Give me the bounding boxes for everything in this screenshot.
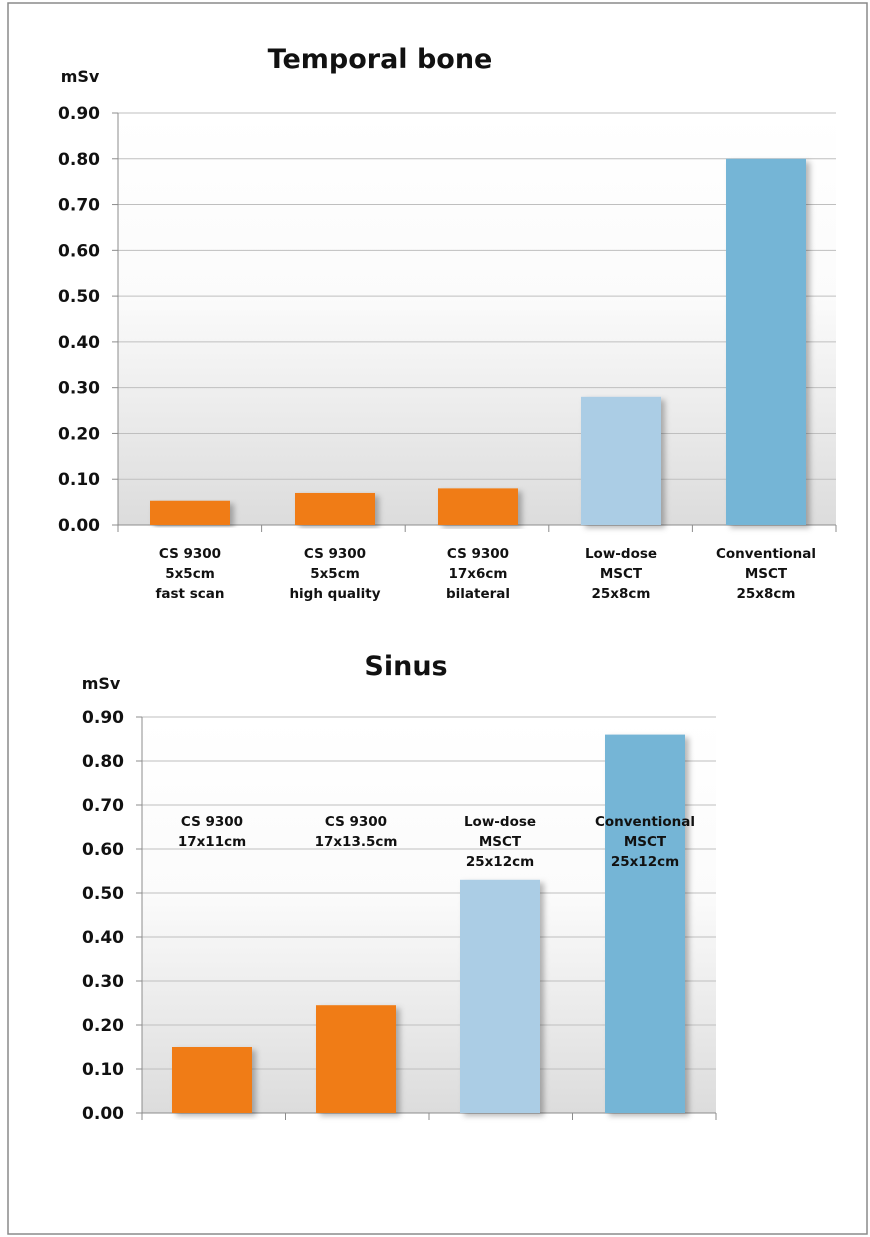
temporal-category-label-line: CS 9300 [447, 546, 509, 562]
sinus-y-tick-label: 0.70 [82, 796, 124, 816]
temporal-category-label-line: 17x6cm [449, 566, 508, 582]
sinus-y-tick-label: 0.90 [82, 708, 124, 728]
sinus-category-label-line: Conventional [595, 814, 695, 830]
sinus-bar-2 [316, 1005, 396, 1113]
temporal-category-label-line: MSCT [600, 566, 643, 582]
temporal-category-label-line: high quality [289, 586, 380, 602]
temporal-category-label-1: CS 9300 5x5cm fast scan [156, 546, 225, 602]
temporal-category-label-line: 25x8cm [737, 586, 796, 602]
sinus-bar-3 [460, 879, 540, 1113]
temporal-category-label-line: CS 9300 [304, 546, 366, 562]
temporal-y-tick-label: 0.90 [58, 104, 100, 124]
sinus-y-tick-label: 0.00 [82, 1104, 124, 1124]
sinus-y-tick-label: 0.50 [82, 884, 124, 904]
temporal-category-label-line: 5x5cm [310, 566, 360, 582]
temporal-category-label-line: CS 9300 [159, 546, 221, 562]
sinus-y-tick-label: 0.60 [82, 840, 124, 860]
temporal-y-tick-label: 0.80 [58, 150, 100, 170]
sinus-category-label-3: Low-dose MSCT 25x12cm [464, 814, 536, 870]
sinus-chart-title: Sinus [364, 651, 447, 682]
sinus-y-tick-label: 0.80 [82, 752, 124, 772]
sinus-category-label-line: MSCT [624, 834, 667, 850]
sinus-category-label-line: Low-dose [464, 814, 536, 830]
temporal-bar-4 [581, 396, 661, 525]
sinus-category-label-line: 25x12cm [611, 854, 679, 870]
temporal-y-tick-label: 0.20 [58, 424, 100, 444]
temporal-category-label-line: fast scan [156, 586, 225, 602]
temporal-chart-title: Temporal bone [268, 44, 493, 75]
sinus-bar-4 [605, 734, 685, 1113]
sinus-category-label-line: 25x12cm [466, 854, 534, 870]
temporal-category-label-4: Low-dose MSCT 25x8cm [585, 546, 657, 602]
temporal-bar-2 [295, 492, 375, 525]
temporal-y-tick-label: 0.60 [58, 241, 100, 261]
temporal-category-label-2: CS 9300 5x5cm high quality [289, 546, 380, 602]
sinus-y-tick-label: 0.40 [82, 928, 124, 948]
sinus-category-label-line: CS 9300 [181, 814, 243, 830]
sinus-category-label-line: MSCT [479, 834, 522, 850]
temporal-category-label-line: 25x8cm [592, 586, 651, 602]
outer-border [7, 2, 868, 1235]
temporal-category-label-line: Low-dose [585, 546, 657, 562]
sinus-y-unit-label: mSv [82, 674, 121, 693]
sinus-category-label-line: 17x11cm [178, 834, 246, 850]
temporal-category-label-line: 5x5cm [165, 566, 215, 582]
temporal-y-tick-label: 0.50 [58, 287, 100, 307]
temporal-category-label-line: Conventional [716, 546, 816, 562]
temporal-category-label-3: CS 9300 17x6cm bilateral [446, 546, 510, 602]
sinus-y-tick-label: 0.20 [82, 1016, 124, 1036]
sinus-chart: Sinus mSv 0.00 0.10 0.20 0.30 0.40 0.50 0.60 0.70… [82, 651, 717, 1124]
sinus-category-label-1: CS 9300 17x11cm [178, 814, 246, 850]
temporal-y-tick-label: 0.00 [58, 516, 100, 536]
temporal-category-label-5: Conventional MSCT 25x8cm [716, 546, 816, 602]
sinus-category-label-4: Conventional MSCT 25x12cm [595, 814, 695, 870]
temporal-category-label-line: MSCT [745, 566, 788, 582]
temporal-plot-area [118, 113, 836, 525]
sinus-category-label-2: CS 9300 17x13.5cm [315, 814, 398, 850]
sinus-bar-1 [172, 1047, 252, 1113]
temporal-bar-5 [726, 158, 806, 525]
temporal-y-tick-label: 0.70 [58, 196, 100, 216]
sinus-category-label-line: 17x13.5cm [315, 834, 398, 850]
sinus-category-label-line: CS 9300 [325, 814, 387, 830]
temporal-bone-chart: Temporal bone mSv 0.00 0.10 0.20 0.30 0.40 0.50… [58, 44, 837, 602]
temporal-category-label-line: bilateral [446, 586, 510, 602]
temporal-bar-1 [150, 500, 230, 525]
temporal-y-tick-label: 0.30 [58, 379, 100, 399]
sinus-y-tick-label: 0.30 [82, 972, 124, 992]
temporal-y-tick-label: 0.10 [58, 470, 100, 490]
temporal-y-tick-label: 0.40 [58, 333, 100, 353]
sinus-y-tick-label: 0.10 [82, 1060, 124, 1080]
temporal-y-unit-label: mSv [61, 67, 100, 86]
temporal-bar-3 [438, 488, 518, 525]
